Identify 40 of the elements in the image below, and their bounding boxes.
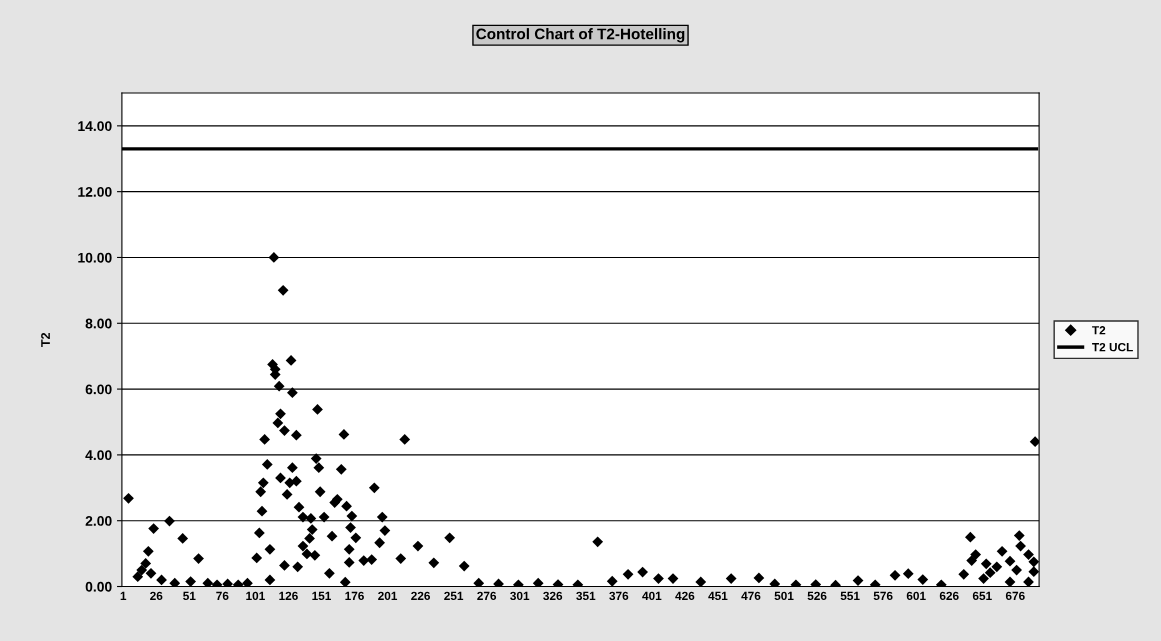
x-tick-label: 176 — [345, 591, 364, 601]
y-tick-label: 6.00 — [85, 384, 112, 395]
x-tick-label: 401 — [642, 591, 662, 601]
x-tick-label: 151 — [312, 591, 331, 601]
x-tick-label: 251 — [444, 591, 464, 601]
x-tick-label: 126 — [279, 591, 298, 601]
x-tick-label: 1 — [120, 591, 127, 600]
x-tick-label: 501 — [774, 591, 794, 601]
x-tick-label: 376 — [609, 591, 629, 601]
x-tick-label: 201 — [378, 591, 398, 601]
y-tick-label: 10.00 — [78, 252, 112, 263]
x-tick-label: 426 — [675, 591, 695, 601]
y-tick-label: 0.00 — [85, 581, 112, 592]
legend-label: T2 UCL — [1092, 342, 1133, 352]
x-tick-label: 476 — [741, 591, 761, 601]
y-tick-label: 12.00 — [78, 186, 112, 197]
x-tick-label: 26 — [150, 591, 163, 601]
x-tick-label: 651 — [972, 591, 992, 601]
y-tick-label: 2.00 — [85, 516, 112, 526]
x-tick-label: 601 — [906, 591, 926, 601]
x-tick-label: 326 — [543, 591, 563, 601]
x-tick-label: 676 — [1005, 591, 1025, 601]
x-tick-label: 101 — [246, 591, 265, 601]
y-axis-title: T2 — [41, 332, 50, 347]
y-tick-label: 8.00 — [85, 318, 112, 329]
y-tick-label: 4.00 — [85, 450, 112, 461]
x-tick-label: 51 — [183, 591, 196, 601]
x-tick-label: 351 — [576, 591, 596, 601]
x-tick-label: 551 — [840, 591, 860, 601]
x-tick-label: 576 — [873, 591, 893, 601]
chart-title: Control Chart of T2-Hotelling — [476, 28, 685, 43]
x-tick-label: 526 — [807, 591, 827, 601]
x-tick-label: 626 — [939, 591, 959, 601]
legend-label: T2 — [1092, 326, 1106, 335]
x-tick-label: 226 — [411, 591, 431, 601]
x-tick-label: 301 — [510, 591, 530, 601]
x-tick-label: 76 — [216, 591, 229, 601]
x-tick-label: 276 — [477, 591, 497, 601]
y-tick-label: 14.00 — [78, 121, 112, 132]
x-tick-label: 451 — [708, 591, 728, 601]
